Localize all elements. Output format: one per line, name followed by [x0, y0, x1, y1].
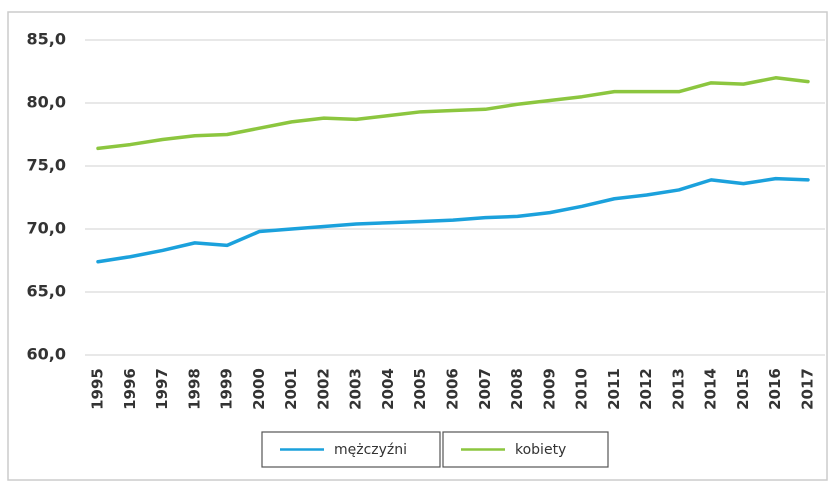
x-tick-label: 2006 [444, 368, 462, 410]
x-tick-label: 2001 [282, 368, 300, 410]
y-tick-label: 80,0 [27, 93, 66, 112]
y-tick-label: 65,0 [27, 282, 66, 301]
x-tick-label: 2007 [476, 368, 494, 410]
x-tick-label: 2010 [573, 368, 591, 410]
x-tick-label: 1998 [185, 368, 203, 410]
x-tick-label: 1996 [121, 368, 139, 410]
x-tick-label: 2012 [637, 368, 655, 410]
legend-label: mężczyźni [334, 442, 407, 458]
x-tick-label: 2015 [734, 368, 752, 410]
x-tick-label: 2005 [411, 368, 429, 410]
frame [7, 11, 828, 481]
x-tick-label: 1995 [89, 368, 107, 410]
x-tick-label: 2009 [540, 368, 558, 410]
x-tick-label: 2011 [605, 368, 623, 410]
x-tick-label: 2008 [508, 368, 526, 410]
x-tick-label: 2003 [347, 368, 365, 410]
y-tick-label: 85,0 [27, 30, 66, 49]
y-tick-label: 60,0 [27, 345, 66, 364]
x-tick-label: 2004 [379, 368, 397, 410]
x-tick-label: 2000 [250, 368, 268, 410]
legend-label: kobiety [515, 442, 566, 458]
x-tick-label: 2017 [799, 368, 817, 410]
series-line [96, 176, 810, 264]
x-tick-label: 1997 [153, 368, 171, 410]
y-tick-label: 70,0 [27, 219, 66, 238]
x-tick-label: 2014 [702, 368, 720, 410]
x-tick-label: 2016 [766, 368, 784, 410]
y-tick-label: 75,0 [27, 156, 66, 175]
x-tick-label: 2013 [669, 368, 687, 410]
series-line [96, 76, 810, 151]
x-tick-label: 2002 [314, 368, 332, 410]
x-tick-label: 1999 [218, 368, 236, 410]
